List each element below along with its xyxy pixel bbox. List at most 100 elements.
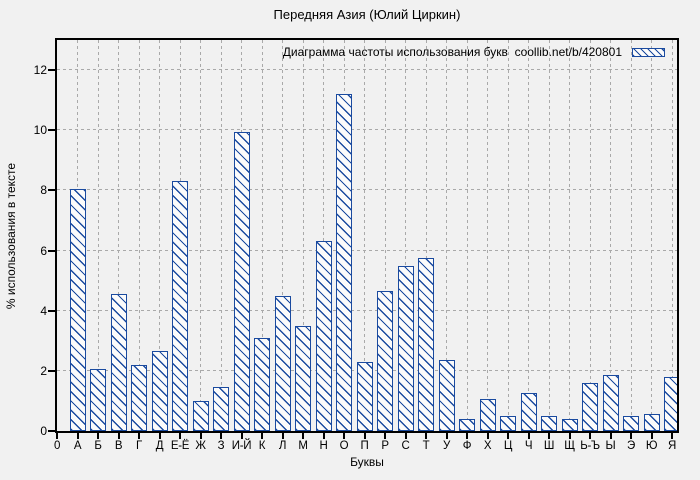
gridline-vertical <box>384 40 386 431</box>
x-tick <box>445 431 448 439</box>
gridline-vertical <box>425 40 427 431</box>
gridline-vertical <box>589 40 591 431</box>
x-tick <box>486 431 489 439</box>
chart-title: Передняя Азия (Юлий Циркин) <box>273 7 461 22</box>
gridline-horizontal <box>57 309 677 311</box>
gridline-vertical <box>364 40 365 431</box>
x-tick-label: Ч <box>524 440 533 452</box>
bar-Х <box>479 399 496 431</box>
gridline-vertical <box>220 40 222 431</box>
x-tick <box>466 431 468 439</box>
bar-С <box>397 265 414 431</box>
x-tick <box>343 431 345 439</box>
x-tick <box>97 431 99 439</box>
y-axis-title: % использования в тексте <box>4 162 18 309</box>
gridline-vertical <box>466 40 468 431</box>
bar-Ф <box>459 418 475 431</box>
x-tick-label: И-Й <box>231 440 252 452</box>
y-tick-label: 8 <box>40 183 47 198</box>
gridline-vertical <box>138 40 140 431</box>
gridline-vertical <box>630 40 632 431</box>
gridline-vertical <box>302 40 304 431</box>
bar-О <box>336 94 352 431</box>
x-tick-label: Ф <box>462 440 472 452</box>
x-tick <box>548 431 550 439</box>
x-tick <box>138 431 140 439</box>
plot-area: 0 2 4 6 8 10 12 0 А Б В Г Д Е-Ё Ж З И-Й К Л М Н О П Р С Т У Ф Х Ц Ч Ш Щ Ь… <box>34 38 679 452</box>
gridline-vertical <box>97 40 99 431</box>
y-tick <box>48 129 55 132</box>
bar-Ю <box>643 414 660 431</box>
gridline-horizontal <box>57 249 677 251</box>
gridline-vertical <box>487 40 488 431</box>
bar-Б <box>90 369 106 431</box>
x-tick <box>302 431 304 439</box>
x-tick <box>650 431 653 439</box>
x-tick-label: Э <box>627 440 635 452</box>
x-tick-label: Щ <box>564 440 575 452</box>
bar-В <box>110 294 127 431</box>
bar-Ь-Ъ <box>582 382 598 431</box>
bar-А <box>69 188 86 431</box>
x-tick <box>240 431 243 439</box>
bar-Е-Ё <box>172 181 188 431</box>
x-tick <box>322 431 325 439</box>
x-tick-label: Е-Ё <box>170 440 190 452</box>
x-tick <box>384 431 386 439</box>
gridline-horizontal <box>57 69 677 70</box>
gridline-vertical <box>282 40 283 431</box>
bar-З <box>213 387 229 431</box>
bar-Ч <box>520 393 537 431</box>
x-tick <box>609 431 612 439</box>
y-tick <box>48 69 55 71</box>
x-tick-label: Ь-Ъ <box>580 440 600 452</box>
gridline-horizontal <box>57 129 677 131</box>
gridline-vertical <box>651 40 652 431</box>
x-tick-label: Г <box>136 440 142 452</box>
x-tick-label: Х <box>483 440 492 452</box>
x-tick <box>199 431 202 439</box>
legend-swatch-hatched-bar-icon <box>632 47 665 57</box>
x-tick-label: В <box>114 440 123 452</box>
gridline-vertical <box>569 40 570 431</box>
x-tick <box>527 431 530 439</box>
bar-Я <box>664 376 677 431</box>
bar-Т <box>418 258 434 431</box>
x-tick-label: П <box>360 440 369 452</box>
x-tick-label: А <box>73 440 82 452</box>
gridline-vertical <box>118 40 119 431</box>
x-tick <box>425 431 427 439</box>
y-tick <box>48 309 55 312</box>
bar-Ц <box>500 415 516 431</box>
gridline-vertical <box>610 40 611 431</box>
x-tick-label: Б <box>94 440 102 452</box>
gridline-vertical <box>446 40 447 431</box>
bar-layer <box>57 40 677 431</box>
x-tick-label: С <box>401 440 410 452</box>
x-tick <box>281 431 284 439</box>
x-tick <box>56 431 58 439</box>
y-tick-label: 6 <box>40 243 47 258</box>
x-tick-label: Ш <box>543 440 555 452</box>
bar-Э <box>623 415 639 431</box>
x-tick-label: 0 <box>53 440 61 452</box>
bar-Ш <box>541 415 557 431</box>
x-tick <box>117 431 120 439</box>
bar-Щ <box>561 418 578 431</box>
bar-Ж <box>192 400 209 431</box>
bar-Ы <box>602 375 619 431</box>
x-tick-label: М <box>298 440 308 452</box>
x-axis-title: Буквы <box>350 455 384 469</box>
gridline-vertical <box>200 40 201 431</box>
x-tick <box>671 431 673 439</box>
bar-Н <box>315 241 332 431</box>
x-tick <box>404 431 407 439</box>
x-tick <box>261 431 263 439</box>
bar-Г <box>131 364 147 431</box>
bar-П <box>356 361 373 431</box>
x-tick <box>630 431 632 439</box>
y-tick-label: 10 <box>33 123 47 138</box>
x-tick-label: Ц <box>503 440 513 452</box>
x-tick <box>220 431 222 439</box>
